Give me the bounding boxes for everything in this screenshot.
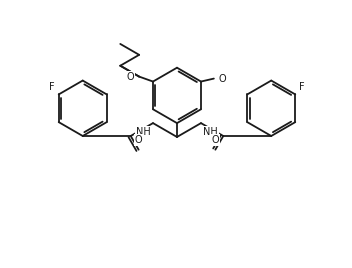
Text: F: F bbox=[299, 83, 305, 92]
Text: F: F bbox=[49, 83, 55, 92]
Text: O: O bbox=[212, 135, 219, 145]
Text: NH: NH bbox=[203, 127, 218, 137]
Text: NH: NH bbox=[136, 127, 151, 137]
Text: O: O bbox=[135, 135, 143, 145]
Text: O: O bbox=[219, 74, 226, 84]
Text: O: O bbox=[127, 72, 134, 81]
